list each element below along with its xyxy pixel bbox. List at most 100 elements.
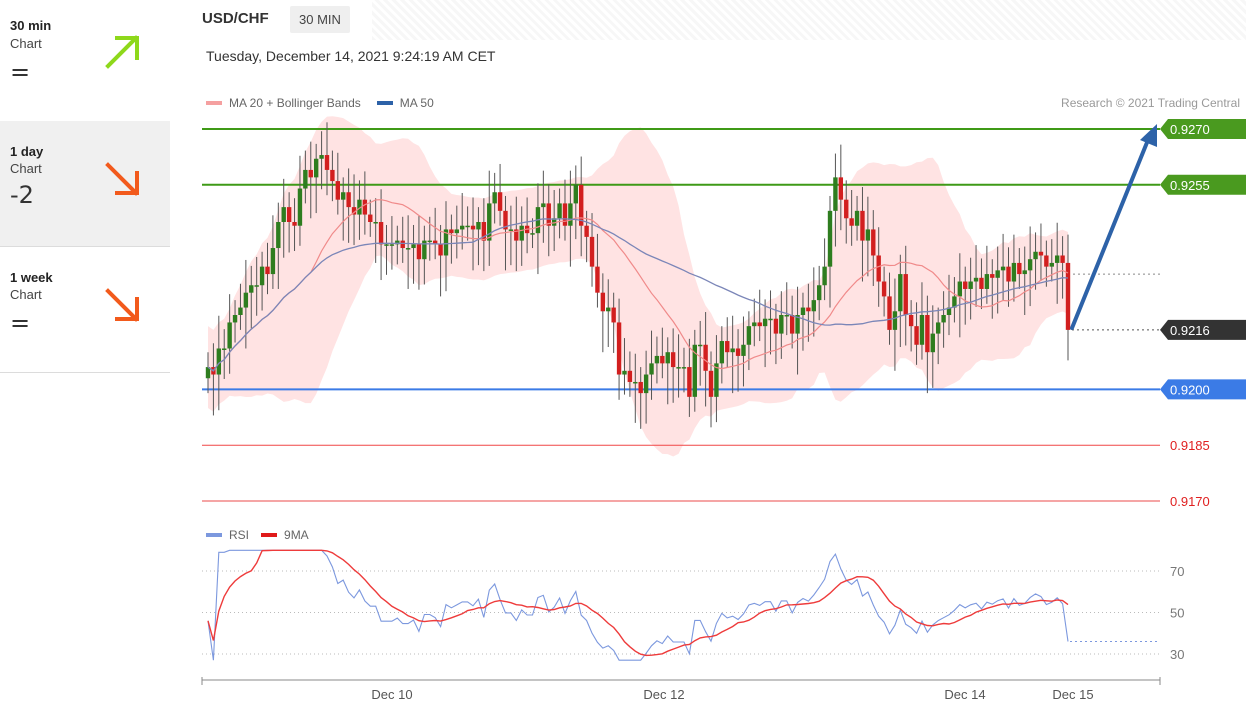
candle-bear	[1060, 255, 1065, 263]
timeframe-title: 1 day	[10, 144, 44, 159]
candle-bull	[205, 367, 211, 379]
candle-bear	[449, 229, 454, 234]
x-tick-label: Dec 14	[944, 687, 985, 702]
candle-bull	[1022, 270, 1027, 275]
candle-bear	[400, 240, 405, 249]
candle-bull	[508, 229, 514, 231]
resistance-label: 0.9255	[1170, 178, 1210, 193]
candle-bear	[368, 214, 373, 222]
candle-bull	[692, 344, 697, 397]
ma9-legend-label: 9MA	[284, 528, 309, 542]
candle-bull	[779, 315, 784, 334]
candle-bull	[827, 210, 833, 267]
candle-bull	[973, 277, 979, 282]
candle-bull	[557, 203, 562, 219]
candle-bull	[730, 348, 735, 353]
rsi-ma9-line	[207, 549, 1069, 657]
candle-bull	[665, 352, 670, 364]
candle-bear	[670, 352, 676, 368]
candle-bull	[297, 188, 303, 226]
candle-bull	[622, 370, 627, 375]
timeframe-1week[interactable]: 1 week Chart =	[0, 247, 170, 373]
candle-bear	[735, 348, 741, 356]
credit-text: Research © 2021 Trading Central	[1061, 96, 1240, 110]
x-tick-label: Dec 10	[371, 687, 412, 702]
candle-bull	[800, 307, 806, 315]
candle-bear	[595, 266, 600, 293]
candle-bull	[454, 229, 460, 234]
candle-bear	[432, 240, 438, 245]
timeframe-badge[interactable]: 30 MIN	[290, 6, 350, 33]
timeframe-title: 1 week	[10, 270, 53, 285]
candle-bull	[551, 218, 557, 226]
candle-bear	[708, 370, 714, 397]
candle-bull	[443, 229, 449, 256]
candle-bear	[335, 181, 341, 200]
support3-label: 0.9170	[1170, 494, 1210, 509]
candle-bear	[292, 222, 297, 226]
candle-bull	[384, 244, 389, 246]
ma9-swatch	[261, 533, 278, 537]
arrow-down-right-icon	[105, 162, 139, 196]
candle-bull	[270, 248, 276, 275]
timeframe-title: 30 min	[10, 18, 52, 33]
rsi-level-label: 30	[1170, 647, 1184, 662]
candle-bull	[935, 322, 941, 334]
timeframe-1day[interactable]: 1 day Chart -2	[0, 121, 170, 247]
candle-bear	[497, 192, 503, 211]
candle-bear	[925, 315, 930, 353]
candle-bear	[579, 184, 584, 226]
x-tick-label: Dec 12	[643, 687, 684, 702]
timeframe-score: =	[10, 309, 31, 337]
candle-bull	[254, 285, 259, 287]
candle-bull	[1054, 255, 1060, 263]
candle-bear	[838, 177, 844, 200]
candle-bull	[492, 192, 497, 204]
candle-bear	[773, 318, 779, 334]
target-arrow	[1070, 138, 1150, 330]
candle-bear	[990, 274, 995, 278]
candle-bear	[562, 203, 568, 226]
candle-bear	[362, 199, 368, 215]
arrow-up-right-icon	[105, 35, 139, 69]
candle-bull	[427, 240, 432, 243]
candle-bull	[276, 222, 281, 249]
candle-bull	[313, 158, 319, 178]
candle-bull	[995, 270, 1000, 278]
candle-bull	[357, 199, 362, 215]
candle-bull	[303, 169, 308, 189]
candle-bull	[811, 300, 816, 312]
candle-bull	[281, 207, 286, 222]
candle-bull	[919, 315, 925, 345]
candle-bull	[768, 318, 773, 321]
candle-bull	[422, 240, 427, 260]
timeframe-sidebar: 30 min Chart = 1 day Chart -2 1 week Cha…	[0, 0, 170, 373]
candle-bull	[833, 177, 838, 211]
candle-bear	[914, 326, 919, 345]
timeframe-score: -2	[10, 181, 34, 209]
candle-bull	[746, 326, 752, 345]
candle-bear	[324, 155, 330, 170]
candle-bull	[984, 274, 990, 289]
candle-bull	[930, 333, 935, 353]
candle-bear	[860, 210, 865, 241]
candle-bull	[681, 367, 687, 369]
candle-bear	[638, 381, 643, 394]
bollinger-band	[208, 116, 1068, 457]
candle-bear	[963, 281, 968, 289]
timeframe-30min[interactable]: 30 min Chart =	[0, 0, 170, 126]
candle-bull	[573, 184, 578, 204]
candle-bear	[1044, 255, 1049, 267]
support2-label: 0.9185	[1170, 438, 1210, 453]
candle-bull	[957, 281, 963, 297]
candle-bear	[871, 229, 876, 256]
candle-bear	[416, 244, 422, 260]
candle-bear	[616, 322, 622, 375]
rsi-swatch	[206, 533, 222, 537]
candle-bear	[378, 222, 384, 245]
candle-bear	[806, 307, 811, 312]
x-tick-label: Dec 15	[1052, 687, 1093, 702]
instrument-title: USD/CHF	[202, 10, 269, 27]
candle-bear	[330, 169, 335, 182]
